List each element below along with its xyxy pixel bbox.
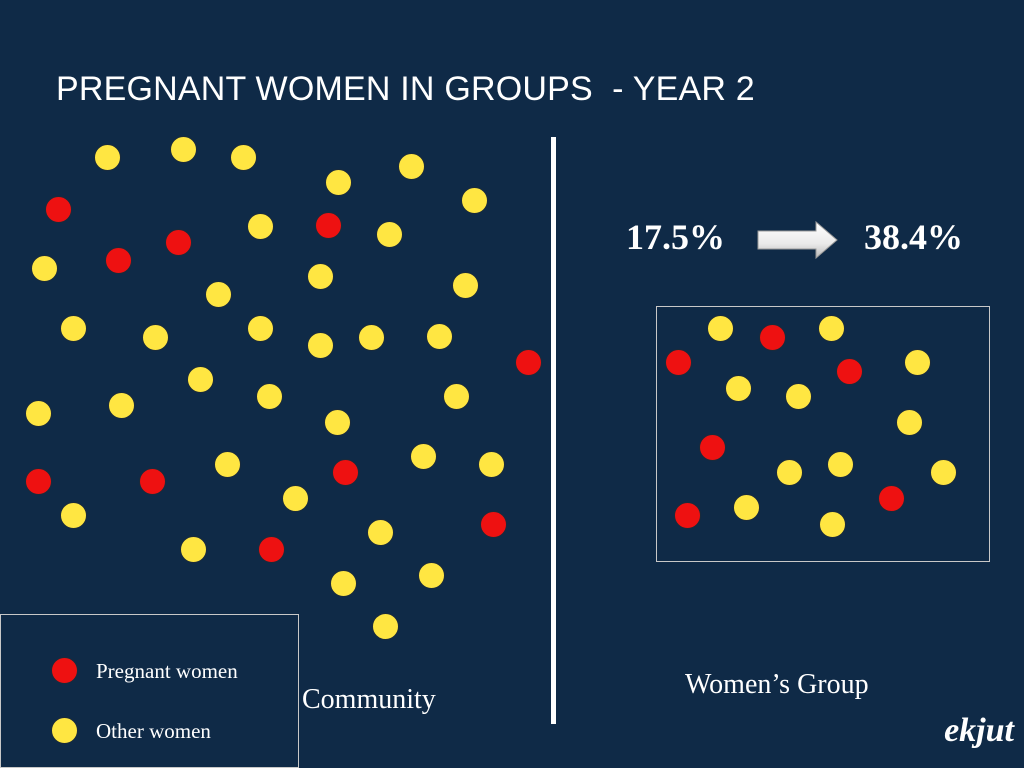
pregnant-woman-dot <box>836 358 863 385</box>
pregnant-woman-dot <box>165 229 192 256</box>
other-woman-dot <box>60 315 87 342</box>
other-woman-dot <box>733 494 760 521</box>
pregnant-woman-dot <box>139 468 166 495</box>
other-woman-dot <box>187 366 214 393</box>
other-woman-dot <box>819 511 846 538</box>
right-arrow-icon <box>757 220 838 260</box>
other-woman-dot <box>461 187 488 214</box>
other-woman-dot <box>247 213 274 240</box>
other-woman-dot <box>108 392 135 419</box>
rate-before: 17.5% <box>626 217 725 257</box>
womens-group-box <box>656 306 990 562</box>
legend: Pregnant women Other women <box>0 614 299 768</box>
other-woman-dot <box>904 349 931 376</box>
other-woman-dot <box>60 502 87 529</box>
legend-label-pregnant: Pregnant women <box>96 659 238 683</box>
other-woman-dot <box>325 169 352 196</box>
other-woman-dot <box>818 315 845 342</box>
community-label: Community <box>302 684 436 715</box>
rate-after: 38.4% <box>864 217 963 257</box>
legend-yellow-dot-icon <box>51 717 78 744</box>
other-woman-dot <box>785 383 812 410</box>
pregnant-woman-dot <box>258 536 285 563</box>
other-woman-dot <box>142 324 169 351</box>
other-woman-dot <box>170 136 197 163</box>
other-woman-dot <box>707 315 734 342</box>
other-woman-dot <box>443 383 470 410</box>
divider-line <box>551 137 556 724</box>
other-woman-dot <box>452 272 479 299</box>
other-woman-dot <box>398 153 425 180</box>
other-woman-dot <box>776 459 803 486</box>
pregnant-woman-dot <box>665 349 692 376</box>
legend-red-dot-icon <box>51 657 78 684</box>
other-woman-dot <box>247 315 274 342</box>
pregnant-woman-dot <box>699 434 726 461</box>
other-woman-dot <box>324 409 351 436</box>
other-woman-dot <box>930 459 957 486</box>
other-woman-dot <box>358 324 385 351</box>
pregnant-woman-dot <box>878 485 905 512</box>
pregnant-woman-dot <box>480 511 507 538</box>
pregnant-woman-dot <box>45 196 72 223</box>
other-woman-dot <box>205 281 232 308</box>
other-woman-dot <box>180 536 207 563</box>
other-woman-dot <box>307 332 334 359</box>
other-woman-dot <box>256 383 283 410</box>
other-woman-dot <box>478 451 505 478</box>
pregnant-woman-dot <box>332 459 359 486</box>
pregnant-woman-dot <box>105 247 132 274</box>
other-woman-dot <box>330 570 357 597</box>
other-woman-dot <box>372 613 399 640</box>
other-woman-dot <box>230 144 257 171</box>
pregnant-woman-dot <box>515 349 542 376</box>
ekjut-logo: ekjut <box>944 712 1014 749</box>
other-woman-dot <box>367 519 394 546</box>
other-woman-dot <box>426 323 453 350</box>
other-woman-dot <box>31 255 58 282</box>
other-woman-dot <box>25 400 52 427</box>
other-woman-dot <box>214 451 241 478</box>
other-woman-dot <box>282 485 309 512</box>
pregnant-woman-dot <box>759 324 786 351</box>
pregnant-woman-dot <box>25 468 52 495</box>
pregnant-woman-dot <box>674 502 701 529</box>
page-title: PREGNANT WOMEN IN GROUPS - YEAR 2 <box>56 70 755 108</box>
other-woman-dot <box>896 409 923 436</box>
other-woman-dot <box>418 562 445 589</box>
legend-label-other: Other women <box>96 719 211 743</box>
other-woman-dot <box>376 221 403 248</box>
other-woman-dot <box>307 263 334 290</box>
other-woman-dot <box>410 443 437 470</box>
pregnant-woman-dot <box>315 212 342 239</box>
womens-group-label: Women’s Group <box>685 669 869 700</box>
other-woman-dot <box>725 375 752 402</box>
other-woman-dot <box>94 144 121 171</box>
other-woman-dot <box>827 451 854 478</box>
